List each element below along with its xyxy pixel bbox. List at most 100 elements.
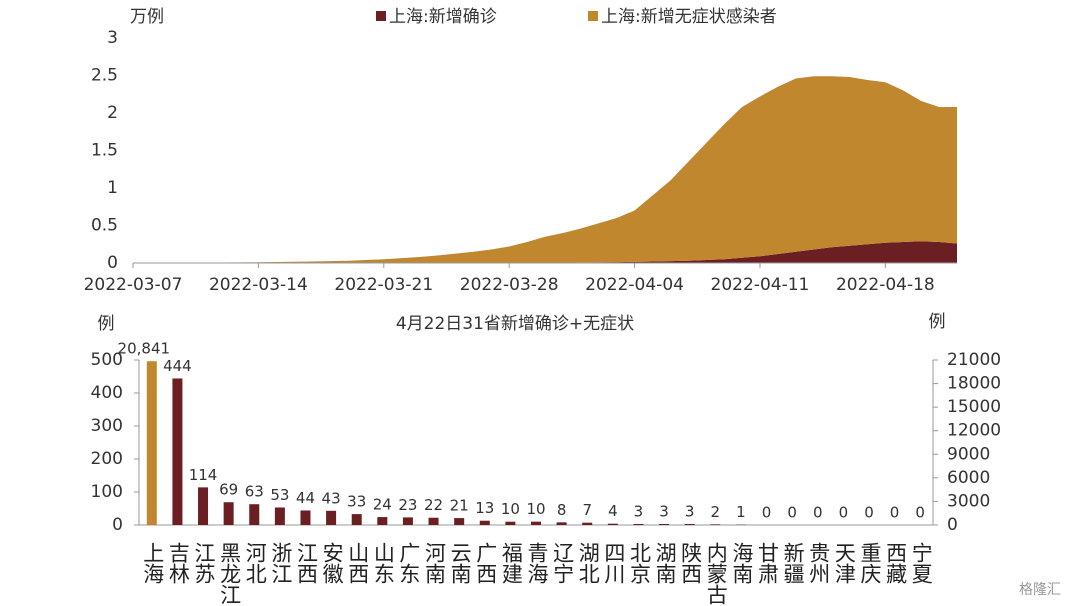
data-label: 69 bbox=[219, 481, 238, 499]
y2-tick-label: 3000 bbox=[947, 491, 990, 511]
x-tick-label: 河北 bbox=[243, 542, 267, 584]
y-tick-label: 2 bbox=[107, 103, 118, 123]
data-label: 2 bbox=[711, 503, 721, 521]
data-label: 10 bbox=[501, 500, 520, 518]
x-tick-label: 2022-04-18 bbox=[836, 275, 935, 295]
x-tick-label: 2022-03-07 bbox=[84, 275, 183, 295]
y-axis-label: 例 bbox=[98, 314, 115, 334]
data-label: 114 bbox=[189, 466, 218, 484]
x-tick-label: 湖北 bbox=[576, 542, 600, 584]
bar bbox=[223, 502, 234, 525]
legend-swatch bbox=[588, 11, 598, 21]
area bbox=[133, 76, 957, 263]
data-label: 10 bbox=[526, 500, 545, 518]
data-label: 53 bbox=[270, 486, 289, 504]
data-label: 63 bbox=[245, 483, 264, 501]
data-label: 0 bbox=[915, 504, 925, 522]
data-label: 0 bbox=[762, 504, 772, 522]
bar bbox=[531, 521, 541, 525]
x-tick-label: 安徽 bbox=[320, 542, 344, 584]
y-tick-label: 400 bbox=[91, 383, 123, 403]
bar bbox=[146, 361, 157, 525]
bar bbox=[710, 524, 721, 525]
x-tick-label: 黑龙江 bbox=[218, 542, 242, 605]
y-tick-label: 3 bbox=[107, 28, 118, 48]
legend-swatch bbox=[376, 11, 386, 21]
x-tick-label: 青海 bbox=[525, 542, 549, 584]
data-label: 0 bbox=[864, 504, 874, 522]
y2-tick-label: 6000 bbox=[947, 468, 990, 488]
x-tick-label: 2022-04-04 bbox=[585, 275, 684, 295]
data-label: 33 bbox=[347, 493, 366, 511]
x-tick-label: 吉林 bbox=[166, 542, 190, 584]
bar bbox=[198, 487, 209, 525]
bar bbox=[428, 517, 439, 525]
legend-label: 上海:新增确诊 bbox=[389, 7, 497, 27]
y2-tick-label: 21000 bbox=[947, 350, 1001, 370]
data-label: 21 bbox=[450, 497, 469, 515]
bar bbox=[684, 524, 695, 525]
bar bbox=[659, 524, 670, 525]
bar bbox=[351, 514, 362, 525]
x-tick-label: 广东 bbox=[397, 542, 421, 584]
data-label: 44 bbox=[296, 489, 315, 507]
data-label: 22 bbox=[424, 496, 443, 514]
x-tick-label: 2022-04-11 bbox=[711, 275, 810, 295]
x-tick-label: 陕西 bbox=[679, 542, 703, 584]
legend-label: 上海:新增无症状感染者 bbox=[601, 7, 777, 27]
bar bbox=[582, 522, 593, 525]
x-tick-label: 新疆 bbox=[781, 542, 805, 584]
y-axis-label: 万例 bbox=[130, 7, 164, 27]
x-tick-label: 湖南 bbox=[653, 542, 677, 584]
y2-tick-label: 18000 bbox=[947, 374, 1001, 394]
y2-tick-label: 0 bbox=[947, 515, 958, 535]
x-tick-label: 内蒙古 bbox=[704, 542, 728, 605]
data-label: 0 bbox=[813, 504, 823, 522]
bar bbox=[633, 524, 644, 525]
y-tick-label: 1 bbox=[107, 178, 118, 198]
data-label: 13 bbox=[475, 499, 494, 517]
y-tick-label: 200 bbox=[91, 449, 123, 469]
bar bbox=[505, 521, 516, 525]
x-tick-label: 重庆 bbox=[858, 542, 882, 584]
x-tick-label: 2022-03-28 bbox=[460, 275, 559, 295]
bar bbox=[300, 510, 311, 525]
bar bbox=[402, 517, 413, 525]
data-label: 43 bbox=[322, 489, 341, 507]
x-tick-label: 辽宁 bbox=[551, 542, 575, 584]
y2-tick-label: 15000 bbox=[947, 397, 1001, 417]
y-tick-label: 100 bbox=[91, 482, 123, 502]
x-tick-label: 上海 bbox=[141, 542, 165, 584]
data-label: 3 bbox=[685, 503, 695, 521]
data-label: 7 bbox=[582, 501, 592, 519]
x-tick-label: 西藏 bbox=[884, 542, 908, 584]
x-tick-label: 贵州 bbox=[807, 542, 831, 584]
data-label: 8 bbox=[557, 501, 567, 519]
chart-title: 4月22日31省新增确诊+无症状 bbox=[396, 314, 634, 334]
data-label: 24 bbox=[373, 496, 392, 514]
x-tick-label: 广西 bbox=[474, 542, 498, 584]
data-label: 444 bbox=[163, 357, 192, 375]
y-tick-label: 0 bbox=[112, 515, 123, 535]
bar bbox=[556, 522, 567, 525]
bar bbox=[274, 507, 285, 525]
data-label: 3 bbox=[659, 503, 669, 521]
x-tick-label: 江西 bbox=[294, 542, 318, 584]
y-tick-label: 2.5 bbox=[91, 66, 118, 86]
data-label: 20,841 bbox=[118, 340, 171, 358]
bar bbox=[249, 504, 260, 525]
y-tick-label: 0.5 bbox=[91, 216, 118, 236]
x-tick-label: 北京 bbox=[627, 542, 651, 584]
x-tick-label: 四川 bbox=[602, 542, 626, 584]
x-tick-label: 云南 bbox=[448, 542, 472, 584]
data-label: 3 bbox=[634, 503, 644, 521]
y-tick-label: 0 bbox=[107, 253, 118, 273]
data-label: 0 bbox=[839, 504, 849, 522]
y-tick-label: 500 bbox=[91, 350, 123, 370]
bar bbox=[607, 523, 618, 525]
data-label: 4 bbox=[608, 502, 618, 520]
data-label: 1 bbox=[736, 503, 746, 521]
x-tick-label: 甘肃 bbox=[756, 542, 780, 584]
x-tick-label: 山西 bbox=[346, 542, 370, 584]
